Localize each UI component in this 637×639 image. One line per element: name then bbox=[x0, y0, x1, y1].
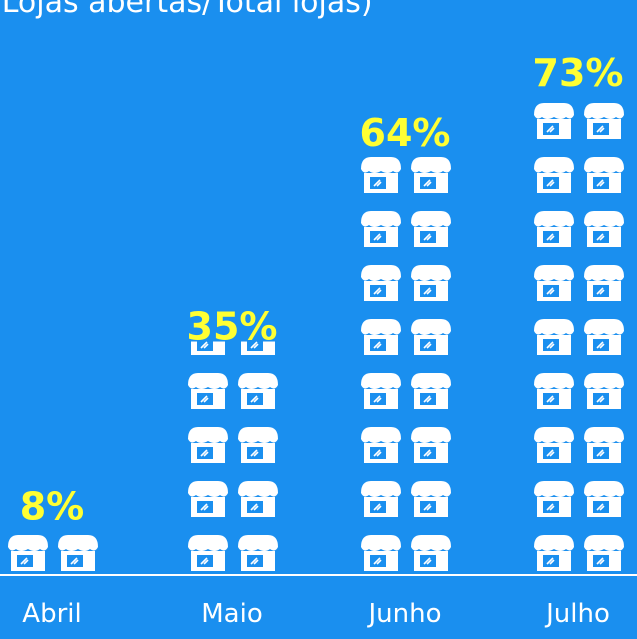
x-tick-label: Maio bbox=[201, 599, 263, 629]
icon-stack bbox=[4, 521, 104, 575]
chart-title: (Lojas abertas/Total lojas) bbox=[0, 0, 373, 20]
value-label: 73% bbox=[533, 51, 624, 95]
icon-stack bbox=[184, 341, 284, 575]
value-label: 35% bbox=[187, 305, 278, 349]
x-tick-label: Julho bbox=[544, 599, 610, 629]
value-label: 64% bbox=[360, 111, 451, 155]
x-tick-label: Abril bbox=[22, 599, 81, 629]
icon-stack bbox=[530, 88, 630, 575]
value-label: 8% bbox=[20, 485, 85, 529]
icon-stack bbox=[357, 148, 457, 576]
x-tick-label: Junho bbox=[366, 599, 441, 629]
